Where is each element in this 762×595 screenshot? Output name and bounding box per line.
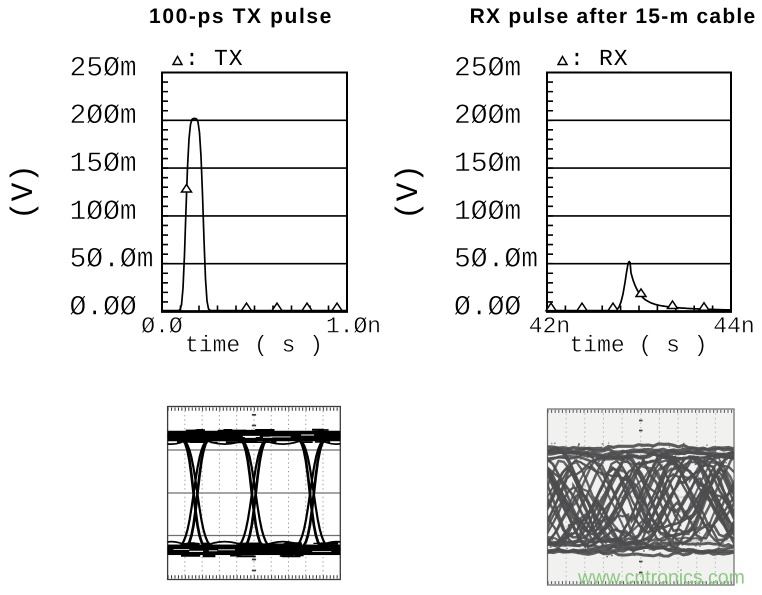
- svg-text:15Øm: 15Øm: [70, 149, 137, 180]
- svg-text:time ( s ): time ( s ): [185, 333, 323, 359]
- svg-text:5Ø.Øm: 5Ø.Øm: [454, 245, 538, 276]
- svg-text:44n: 44n: [713, 314, 754, 340]
- svg-text::: :: [570, 46, 584, 72]
- svg-text:5Ø.Øm: 5Ø.Øm: [70, 245, 154, 276]
- svg-text:25Øm: 25Øm: [454, 53, 521, 84]
- svg-text:(V): (V): [7, 164, 42, 220]
- svg-text:42n: 42n: [529, 314, 570, 340]
- svg-text:(V): (V): [392, 164, 427, 220]
- svg-text:1ØØm: 1ØØm: [70, 197, 137, 228]
- svg-text:15Øm: 15Øm: [454, 149, 521, 180]
- svg-text:Ø.Ø: Ø.Ø: [141, 314, 183, 340]
- svg-text:Ø.ØØ: Ø.ØØ: [454, 292, 521, 323]
- svg-text:2ØØm: 2ØØm: [70, 101, 137, 132]
- svg-text:RX: RX: [599, 46, 629, 72]
- svg-text:time ( s ): time ( s ): [569, 333, 707, 359]
- svg-text:1ØØm: 1ØØm: [454, 197, 521, 228]
- svg-text:Ø.ØØ: Ø.ØØ: [70, 292, 137, 323]
- svg-text:www.cntronics.com: www.cntronics.com: [577, 567, 745, 589]
- svg-text:2ØØm: 2ØØm: [454, 101, 521, 132]
- svg-text::: :: [185, 46, 199, 72]
- svg-text:100-ps TX pulse: 100-ps TX pulse: [149, 5, 333, 28]
- svg-text:TX: TX: [214, 46, 244, 72]
- svg-text:RX pulse after 15-m cable: RX pulse after 15-m cable: [470, 5, 757, 28]
- svg-text:1.Øn: 1.Øn: [326, 314, 381, 340]
- svg-text:25Øm: 25Øm: [70, 53, 137, 84]
